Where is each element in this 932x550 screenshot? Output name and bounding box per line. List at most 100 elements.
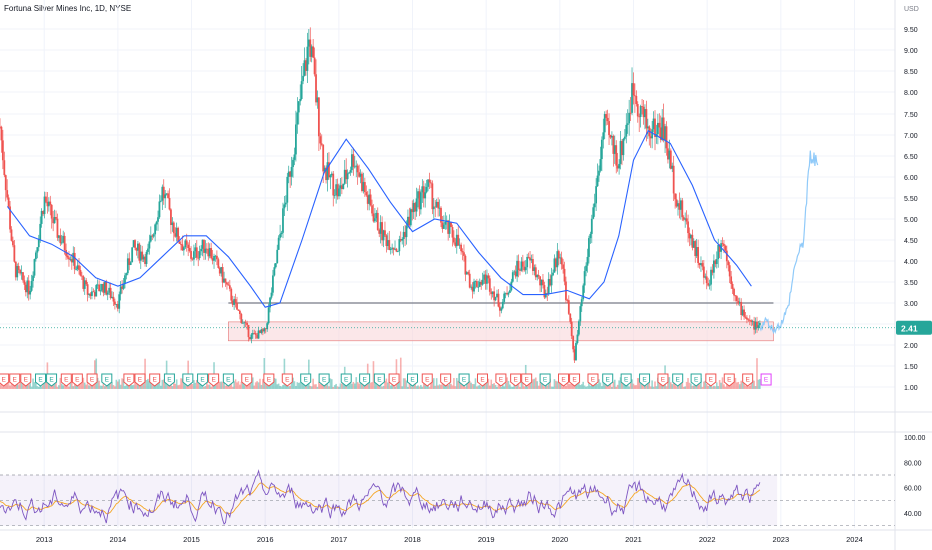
volume-bar: [480, 386, 483, 389]
volume-bar: [210, 386, 212, 389]
time-tick-label: 2013: [36, 535, 53, 544]
earnings-badge: [101, 373, 113, 387]
volume-bar: [37, 386, 40, 389]
volume-bar: [474, 378, 477, 389]
volume-bar: [560, 381, 563, 389]
earnings-marker: E: [672, 373, 684, 387]
candle-body: [547, 278, 550, 295]
candle-body: [549, 278, 552, 286]
earnings-badge: [705, 373, 717, 387]
candle-body: [679, 200, 682, 210]
earnings-badge: [495, 373, 507, 387]
volume-bar: [313, 384, 316, 389]
volume-bar: [59, 377, 62, 389]
candle-body: [451, 227, 454, 238]
candle-body: [57, 235, 60, 238]
earnings-badge: [9, 373, 21, 387]
volume-bar: [155, 383, 158, 389]
candle-body: [442, 224, 445, 229]
volume-bar: [181, 378, 184, 389]
earnings-marker: E: [149, 373, 161, 387]
earnings-label: E: [49, 377, 54, 384]
volume-bar: [241, 378, 244, 389]
volume-bar: [331, 379, 333, 389]
rsi-pane[interactable]: [0, 469, 895, 527]
candle-body: [244, 322, 247, 324]
candle-body: [407, 216, 409, 226]
volume-bar: [101, 385, 103, 389]
volume-bar: [700, 378, 702, 389]
volume-bar: [243, 383, 245, 389]
earnings-badge: [134, 373, 146, 387]
candle-body: [615, 145, 618, 166]
volume-bar: [184, 381, 187, 389]
candle-body: [659, 127, 662, 140]
time-axis[interactable]: 2013 2014 2015 2016 2017 2018 2019 2020 2021 2022…: [36, 535, 863, 544]
candle-body: [468, 273, 471, 288]
volume-bar: [71, 377, 73, 389]
candle-body: [33, 259, 36, 276]
volume-bar: [358, 383, 360, 389]
volume-bar: [254, 382, 257, 389]
volume-bar: [489, 385, 491, 389]
volume-bar: [418, 386, 421, 389]
candle-body: [734, 295, 737, 297]
volume-bar: [382, 385, 385, 389]
earnings-marker: E: [587, 373, 599, 387]
candle-body: [609, 135, 612, 138]
time-tick-label: 2018: [404, 535, 421, 544]
candle-body: [415, 198, 418, 212]
earnings-badge: [340, 373, 352, 387]
candle-body: [261, 329, 264, 332]
volume-bar: [132, 384, 135, 389]
candle-body: [430, 182, 432, 184]
volume-bar: [250, 379, 253, 389]
volume-bar: [237, 381, 240, 389]
volume-bar: [388, 378, 391, 389]
candle-body: [544, 293, 547, 298]
candle-body: [700, 263, 702, 266]
volume-bar: [154, 385, 156, 389]
volume-bar: [293, 381, 296, 389]
candle-body: [705, 276, 708, 284]
candle-body: [43, 196, 46, 215]
volume-bar: [220, 381, 223, 389]
volume-bar: [272, 381, 274, 389]
candle-body: [76, 265, 79, 269]
candle-body: [453, 237, 455, 243]
candle-body: [22, 272, 24, 281]
earnings-label: E: [226, 377, 231, 384]
candle-body: [600, 139, 603, 160]
volume-bar: [698, 384, 701, 389]
volume-bar: [72, 386, 75, 389]
candle-body: [674, 193, 677, 200]
candle-body: [124, 275, 126, 284]
candle-body: [566, 300, 569, 301]
earnings-label: E: [624, 377, 629, 384]
candle-body: [402, 231, 405, 240]
volume-bar: [507, 380, 510, 389]
candle-body: [49, 201, 52, 205]
candle-body: [306, 46, 309, 71]
volume-bar: [161, 379, 164, 389]
earnings-label: E: [443, 377, 448, 384]
rsi-line: [0, 469, 761, 525]
volume-bar: [99, 385, 102, 389]
candle-body: [171, 222, 174, 226]
candle-body: [0, 126, 3, 141]
candle-body: [408, 216, 411, 226]
price-axis[interactable]: 9.50 9.00 8.50 8.00 7.50 7.00 6.50 6.00 5.50 5.00…: [904, 27, 926, 518]
volume-bar: [556, 381, 559, 389]
volume-bar: [724, 386, 727, 389]
time-tick-label: 2016: [257, 535, 274, 544]
candle-body: [293, 154, 296, 160]
candle-body: [182, 247, 185, 251]
earnings-label: E: [304, 377, 309, 384]
volume-bar: [131, 385, 133, 389]
candle-body: [68, 257, 70, 260]
earnings-label: E: [425, 377, 430, 384]
candle-body: [474, 281, 477, 282]
volume-bar: [356, 382, 359, 389]
